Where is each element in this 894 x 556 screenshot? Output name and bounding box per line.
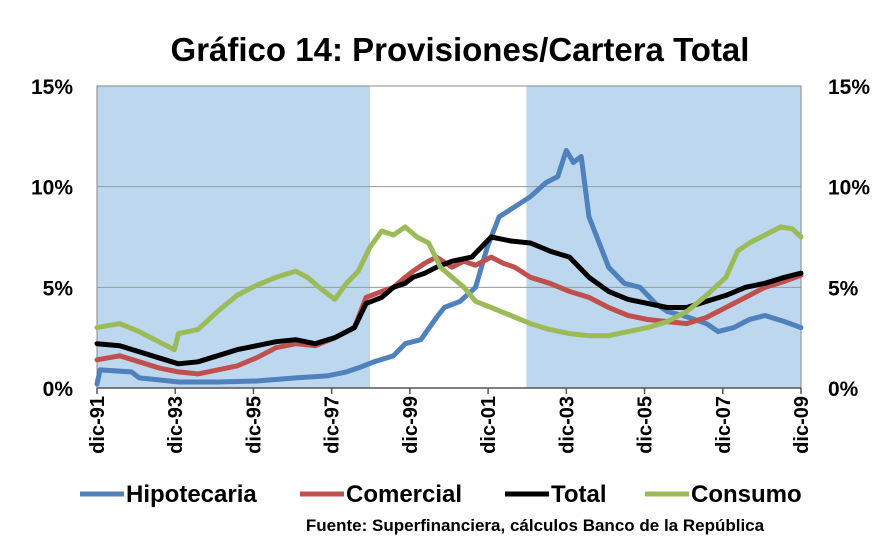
x-tick-dic-93: dic-93 xyxy=(165,396,187,454)
x-tick-dic-07: dic-07 xyxy=(713,396,735,454)
legend-label-total: Total xyxy=(551,481,607,508)
x-tick-dic-01: dic-01 xyxy=(478,396,500,454)
x-tick-dic-09: dic-09 xyxy=(791,396,813,454)
x-tick-dic-97: dic-97 xyxy=(322,396,344,454)
source-note: Fuente: Superfinanciera, cálculos Banco … xyxy=(306,516,765,535)
y-tick-left-5%: 5% xyxy=(43,277,74,300)
x-tick-dic-03: dic-03 xyxy=(556,396,578,454)
x-tick-dic-95: dic-95 xyxy=(243,396,265,454)
y-tick-right-5%: 5% xyxy=(828,277,859,300)
x-axis: dic-91 dic-93 dic-95 dic-97 dic-99 dic-01 dic-… xyxy=(87,387,813,454)
y-axis-right: 0% 5% 10% 15% xyxy=(828,76,870,401)
shaded-period-2 xyxy=(526,86,801,388)
legend-label-comercial: Comercial xyxy=(346,481,462,508)
legend: Hipotecaria Comercial Total Consumo xyxy=(80,481,802,508)
series-lines xyxy=(94,147,804,387)
x-tick-dic-91: dic-91 xyxy=(87,396,109,454)
y-tick-left-15%: 15% xyxy=(31,76,73,99)
legend-label-consumo: Consumo xyxy=(691,481,802,508)
y-axis-left: 0% 5% 10% 15% xyxy=(31,76,73,401)
chart-title: Gráfico 14: Provisiones/Cartera Total xyxy=(171,31,750,68)
shaded-period-1 xyxy=(97,86,370,388)
x-tick-dic-99: dic-99 xyxy=(400,396,422,454)
y-tick-right-15%: 15% xyxy=(828,76,870,99)
series-line-consumo xyxy=(94,224,804,353)
y-tick-left-10%: 10% xyxy=(31,177,73,200)
legend-label-hipotecaria: Hipotecaria xyxy=(126,481,257,508)
y-tick-right-0%: 0% xyxy=(828,378,859,401)
shaded-periods xyxy=(97,86,801,388)
x-tick-dic-05: dic-05 xyxy=(635,396,657,454)
series-line-hipotecaria xyxy=(94,147,804,387)
y-tick-right-10%: 10% xyxy=(828,177,870,200)
y-tick-left-0%: 0% xyxy=(43,378,74,401)
series-line-total xyxy=(94,234,804,367)
